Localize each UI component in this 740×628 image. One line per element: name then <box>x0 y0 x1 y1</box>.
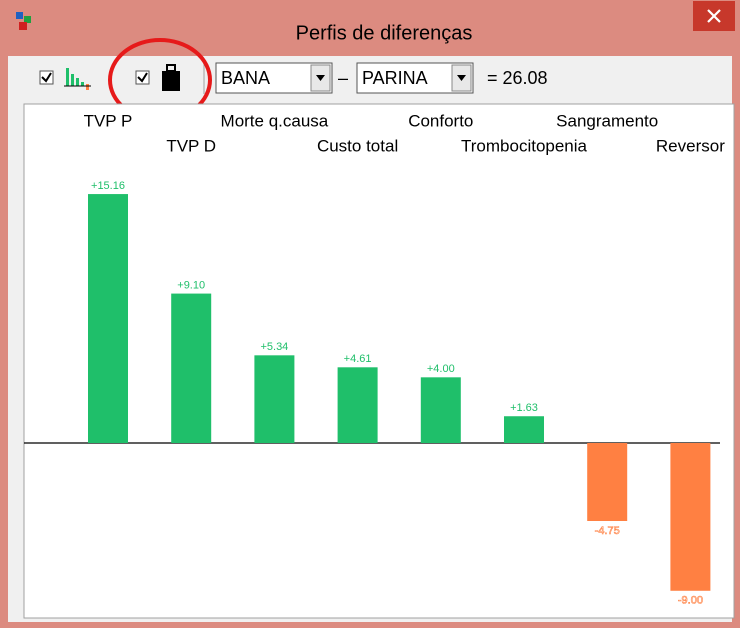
bar <box>587 443 628 521</box>
category-label: Trombocitopenia <box>461 136 588 155</box>
value-label: +4.61 <box>344 353 372 365</box>
chart-area <box>23 103 735 619</box>
bar <box>670 443 711 591</box>
dash: – <box>338 68 348 88</box>
value-label: -9.00 <box>678 595 703 607</box>
bar <box>171 293 212 443</box>
window-title: Perfis de diferenças <box>296 22 473 44</box>
chart-icon[interactable] <box>64 68 91 90</box>
toolbar: BANA – PARINA = 26.08 <box>39 62 548 94</box>
category-label: Reversor <box>656 136 725 155</box>
bar <box>504 416 544 443</box>
close-button[interactable] <box>693 1 735 31</box>
value-label: +5.34 <box>260 341 288 353</box>
bar <box>337 367 378 443</box>
value-label: +9.10 <box>177 279 205 291</box>
left-combo[interactable] <box>215 62 333 94</box>
category-label: TVP D <box>166 136 216 155</box>
chart-checkbox[interactable] <box>39 70 54 85</box>
left-combo-text: BANA <box>221 68 270 88</box>
value-label: +4.00 <box>427 363 455 375</box>
category-label: TVP P <box>84 111 133 130</box>
value-label: -4.75 <box>595 525 620 537</box>
weight-checkbox[interactable] <box>135 70 150 85</box>
value-label: +1.63 <box>510 402 538 414</box>
value-label: +15.16 <box>91 180 125 192</box>
result: = 26.08 <box>487 68 548 88</box>
category-label: Morte q.causa <box>221 111 329 130</box>
category-label: Sangramento <box>556 111 658 130</box>
bar <box>88 194 128 443</box>
right-combo[interactable] <box>356 62 474 94</box>
bar <box>420 377 461 443</box>
category-label: Conforto <box>408 111 473 130</box>
weight-icon[interactable] <box>162 64 180 91</box>
category-label: Custo total <box>317 136 398 155</box>
app-icon <box>16 12 31 30</box>
right-combo-text: PARINA <box>362 68 428 88</box>
chart: TVP P +15.16 TVP D +9.10 Morte q.causa +5.34 C… <box>84 111 726 607</box>
bar <box>254 355 295 443</box>
